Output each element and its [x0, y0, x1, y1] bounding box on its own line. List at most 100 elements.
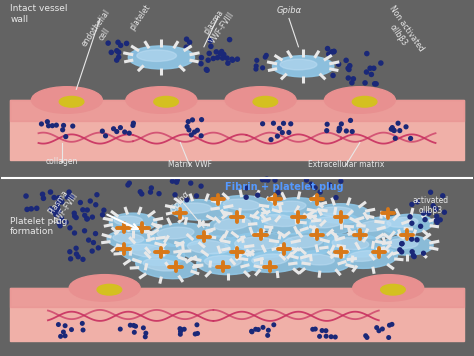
- Text: endothelial
cell: endothelial cell: [80, 8, 120, 54]
- Point: [193, 127, 201, 133]
- Point: [267, 137, 275, 142]
- Point: [48, 123, 56, 129]
- Point: [131, 51, 138, 57]
- Point: [198, 55, 205, 61]
- Point: [74, 254, 82, 260]
- Ellipse shape: [341, 247, 398, 268]
- Point: [259, 325, 267, 330]
- Point: [202, 67, 210, 72]
- Point: [79, 207, 87, 213]
- Point: [155, 191, 163, 197]
- Point: [189, 117, 196, 123]
- Point: [394, 120, 402, 126]
- Point: [391, 128, 398, 134]
- Ellipse shape: [387, 218, 418, 227]
- Point: [73, 245, 80, 251]
- Point: [437, 217, 444, 223]
- Point: [433, 218, 440, 224]
- Point: [58, 199, 65, 205]
- Point: [389, 125, 396, 130]
- Point: [129, 120, 137, 126]
- Point: [55, 208, 63, 214]
- Ellipse shape: [143, 259, 180, 271]
- Ellipse shape: [352, 96, 377, 107]
- Ellipse shape: [128, 244, 167, 257]
- Ellipse shape: [351, 217, 407, 239]
- Point: [407, 136, 414, 141]
- Point: [402, 124, 410, 130]
- Point: [328, 49, 336, 55]
- Point: [186, 40, 193, 45]
- Point: [108, 49, 115, 55]
- Ellipse shape: [265, 198, 322, 219]
- Point: [67, 256, 74, 262]
- Point: [259, 121, 266, 127]
- Point: [173, 177, 181, 183]
- Point: [220, 52, 228, 57]
- Point: [262, 54, 269, 60]
- Point: [171, 192, 179, 198]
- Point: [69, 123, 76, 129]
- Ellipse shape: [319, 207, 353, 216]
- Point: [194, 331, 201, 336]
- Point: [336, 125, 343, 131]
- Point: [89, 214, 96, 220]
- Point: [271, 177, 279, 183]
- Point: [285, 130, 292, 135]
- Point: [408, 220, 416, 226]
- Point: [183, 197, 191, 203]
- Ellipse shape: [348, 251, 382, 261]
- Point: [421, 217, 429, 222]
- Point: [441, 209, 448, 215]
- Point: [287, 121, 294, 127]
- Point: [307, 181, 315, 187]
- Ellipse shape: [204, 256, 241, 267]
- Ellipse shape: [261, 215, 298, 226]
- Ellipse shape: [157, 227, 194, 239]
- Point: [259, 65, 266, 71]
- Ellipse shape: [381, 214, 433, 234]
- Point: [79, 256, 87, 262]
- Point: [325, 51, 333, 57]
- Point: [110, 126, 118, 132]
- Point: [64, 194, 71, 200]
- Point: [398, 241, 406, 247]
- Point: [388, 321, 396, 327]
- Ellipse shape: [107, 230, 159, 250]
- Ellipse shape: [280, 59, 317, 70]
- Point: [367, 72, 375, 77]
- Point: [117, 42, 125, 48]
- Point: [99, 128, 106, 134]
- Point: [115, 49, 122, 55]
- Point: [176, 331, 184, 337]
- Point: [396, 247, 403, 253]
- Point: [322, 328, 330, 334]
- Point: [337, 178, 345, 184]
- Point: [433, 220, 441, 225]
- Point: [387, 126, 395, 132]
- Point: [55, 322, 62, 328]
- Point: [92, 231, 100, 236]
- Ellipse shape: [154, 96, 178, 107]
- Point: [59, 127, 66, 133]
- Point: [328, 334, 335, 340]
- Point: [344, 66, 352, 71]
- Text: platelet: platelet: [128, 2, 152, 32]
- Point: [57, 334, 64, 339]
- Point: [197, 133, 205, 138]
- Point: [27, 206, 35, 212]
- Ellipse shape: [357, 220, 391, 231]
- Point: [254, 192, 262, 198]
- Point: [53, 122, 60, 128]
- Ellipse shape: [59, 96, 84, 107]
- Point: [350, 76, 357, 82]
- Point: [68, 194, 75, 200]
- Point: [263, 176, 271, 182]
- Point: [248, 329, 256, 335]
- Point: [79, 327, 87, 333]
- Point: [270, 322, 278, 328]
- Point: [71, 213, 78, 219]
- Point: [117, 326, 124, 332]
- Point: [22, 193, 30, 199]
- Point: [76, 200, 84, 205]
